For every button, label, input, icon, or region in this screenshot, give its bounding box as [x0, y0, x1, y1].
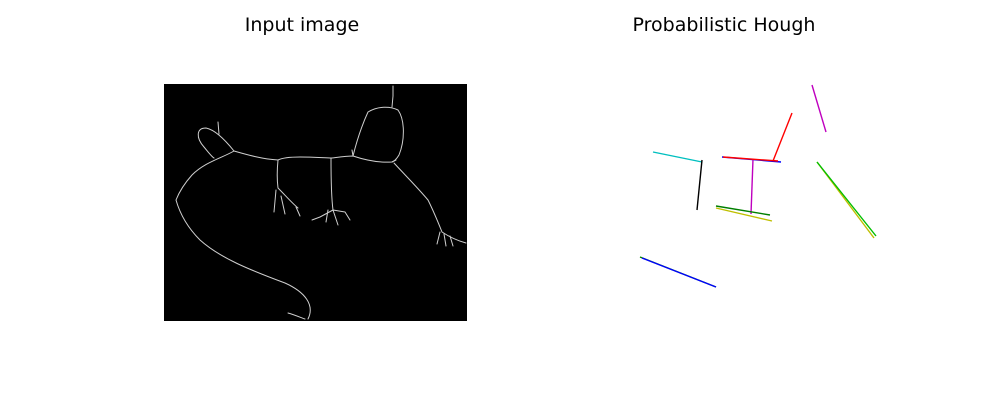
- edge-skeleton: [175, 85, 467, 320]
- input-image-background: [164, 84, 467, 321]
- edge-left-toes: [273, 189, 301, 217]
- hough-line-segment: [772, 112, 793, 162]
- edge-tail: [175, 150, 311, 320]
- hough-line-segment: [696, 159, 703, 211]
- edge-mid-toes: [311, 209, 351, 226]
- edge-right-toes: [436, 231, 454, 247]
- input-image-title: Input image: [244, 14, 360, 36]
- hough-line-segment: [652, 151, 703, 163]
- edge-head-antenna: [391, 85, 394, 108]
- edge-tail-end: [287, 312, 306, 320]
- hough-line-segment: [641, 257, 717, 288]
- edge-ear-left: [197, 127, 235, 159]
- edge-ear-spike: [217, 121, 220, 135]
- hough-title: Probabilistic Hough: [632, 14, 816, 36]
- edge-mid-leg: [330, 157, 334, 211]
- edge-right-leg: [393, 162, 467, 244]
- edge-top-line: [233, 150, 397, 163]
- hough-line-segment: [750, 158, 754, 215]
- hough-line-segment: [715, 205, 771, 216]
- edge-head-loop: [352, 106, 404, 163]
- input-image: [164, 84, 467, 321]
- edge-mid-vertical: [351, 149, 354, 157]
- hough-line-segment: [722, 156, 779, 162]
- edge-left-leg: [276, 159, 299, 209]
- hough-lines: [639, 84, 877, 288]
- hough-line-segment: [715, 207, 773, 222]
- hough-line-segment: [816, 161, 877, 237]
- hough-line-segment: [811, 84, 827, 133]
